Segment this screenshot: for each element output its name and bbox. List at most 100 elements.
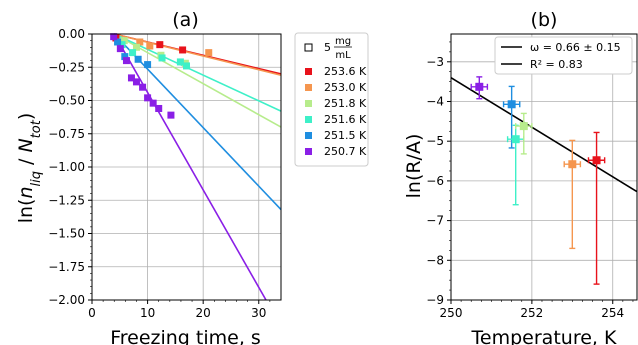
- legend-r2-label: R² = 0.83: [530, 58, 583, 71]
- fit-line-2507: [113, 33, 267, 301]
- panel-b-y-tick-label: −6: [426, 174, 444, 188]
- legend-label-2515: 251.5 K: [324, 129, 367, 142]
- panel-b-legend: ω = 0.66 ± 0.15 R² = 0.83: [494, 36, 633, 75]
- panel-a-x-tick-label: 10: [140, 306, 155, 320]
- legend-header-unit-denominator: mL: [335, 50, 351, 61]
- panel-a-x-tick-label: 0: [88, 306, 96, 320]
- legend-label-2516: 251.6 K: [324, 113, 367, 126]
- panel-a-y-tick-label: −0.50: [48, 94, 85, 108]
- y-label-part: tot: [29, 119, 44, 138]
- y-label-part: liq: [29, 171, 44, 186]
- panel-a-y-tick-label: −0.75: [48, 127, 85, 141]
- panel-a-y-tick-label: 0.00: [58, 27, 85, 41]
- panel-a-ticks: 0 10 20 30 0.00 −0.25 −0.50 −0.75 −1.00 −1.25 −1.5…: [48, 27, 271, 320]
- panel-b-ticks: 250 252 254 −3 −4 −5 −6 −7 −8 −9: [426, 41, 634, 320]
- data-point-2536: [156, 41, 164, 49]
- panel-b-y-tick-label: −7: [426, 214, 444, 228]
- data-point-2507: [139, 83, 147, 91]
- data-point-2516: [176, 58, 184, 66]
- data-point-2507: [116, 45, 124, 53]
- fit-line-2518: [113, 33, 282, 128]
- data-point-2518: [120, 37, 128, 45]
- panel-b: 250 252 254 −3 −4 −5 −6 −7 −8 −9 (b) Temperature,…: [403, 9, 638, 345]
- panel-a-y-tick-label: −1.00: [48, 160, 85, 174]
- panel-b-y-tick-label: −3: [426, 55, 444, 69]
- panel-a-x-tick-label: 20: [196, 306, 211, 320]
- data-point-5: [592, 156, 601, 165]
- panel-b-y-axis-label: ln(R/A): [403, 134, 425, 199]
- data-point-2507: [149, 99, 157, 107]
- fit-line-2515: [113, 33, 282, 211]
- data-point-2: [511, 135, 520, 144]
- data-point-2536: [179, 46, 187, 54]
- legend-omega-label: ω = 0.66 ± 0.15: [530, 41, 621, 54]
- panel-a-legend-entries: 253.6 K 253.0 K 251.8 K 251.6 K 251.5 K 250.7…: [305, 65, 367, 158]
- data-point-2516: [118, 41, 126, 49]
- regression-line: [450, 76, 638, 193]
- panel-b-legend-box: [494, 36, 633, 75]
- panel-a-title: (a): [172, 9, 198, 31]
- legend-header-unit-numerator: mg: [335, 36, 351, 47]
- panel-a: 0 10 20 30 0.00 −0.25 −0.50 −0.75 −1.00 −1.25 −1.5…: [15, 9, 282, 345]
- data-point-2507: [127, 74, 135, 82]
- panel-b-frame: [450, 33, 638, 301]
- panel-b-x-tick-label: 250: [440, 306, 463, 320]
- data-point-2515: [144, 61, 152, 69]
- panel-a-y-tick-label: −2.00: [48, 293, 85, 307]
- panel-a-y-axis-label: ln(nliq / Ntot): [15, 113, 44, 224]
- data-point-2507: [155, 104, 163, 112]
- panel-b-y-tick-label: −5: [426, 134, 444, 148]
- panel-a-y-tick-label: −1.75: [48, 260, 85, 274]
- data-point-3: [519, 122, 528, 131]
- panel-a-y-tick-label: −0.25: [48, 60, 85, 74]
- data-point-2516: [129, 49, 137, 57]
- fit-line-2516: [113, 33, 282, 112]
- legend-marker-2507: [305, 148, 312, 155]
- panel-a-x-tick-label: 30: [251, 306, 266, 320]
- legend-label-2536: 253.6 K: [324, 65, 367, 78]
- data-point-2530: [136, 38, 144, 46]
- legend-marker-2530: [305, 84, 312, 91]
- panel-b-x-tick-label: 254: [601, 306, 624, 320]
- legend-header-number: 5: [324, 41, 331, 54]
- panel-b-y-tick-label: −8: [426, 253, 444, 267]
- data-point-2507: [132, 78, 140, 86]
- y-label-part: ln(: [15, 199, 37, 224]
- legend-label-2518: 251.8 K: [324, 97, 367, 110]
- panel-a-points: [110, 33, 213, 119]
- y-label-part: /: [15, 153, 37, 171]
- panel-a-x-axis-label: Freezing time, s: [110, 327, 261, 345]
- data-point-0: [475, 82, 484, 91]
- data-point-4: [568, 160, 577, 169]
- panel-b-title: (b): [531, 9, 558, 31]
- panel-b-fit-line: [450, 76, 638, 193]
- legend-marker-2515: [305, 132, 312, 139]
- data-point-2507: [167, 111, 175, 119]
- panel-a-legend-box: [294, 32, 369, 167]
- data-point-2515: [114, 38, 122, 46]
- panel-a-y-tick-label: −1.50: [48, 227, 85, 241]
- data-point-2516: [158, 54, 166, 62]
- data-point-2507: [122, 57, 130, 65]
- data-point-2515: [121, 53, 129, 61]
- data-point-2507: [144, 94, 152, 102]
- legend-marker-2518: [305, 100, 312, 107]
- legend-marker-2516: [305, 116, 312, 123]
- panel-b-x-tick-label: 252: [520, 306, 543, 320]
- data-point-2518: [132, 43, 140, 51]
- y-label-part: ): [15, 113, 37, 120]
- panel-a-legend: 5 mg mL 253.6 K 253.0 K 251.8 K 251.6 K 251.…: [294, 32, 369, 167]
- data-point-1: [507, 100, 516, 109]
- data-point-2516: [183, 62, 190, 70]
- panel-b-y-tick-label: −4: [426, 94, 444, 108]
- data-point-2530: [146, 42, 154, 50]
- panel-a-y-tick-label: −1.25: [48, 193, 85, 207]
- panel-b-points: [470, 76, 606, 285]
- data-point-2515: [134, 55, 142, 63]
- y-label-part: n: [15, 186, 37, 198]
- panel-b-y-tick-label: −9: [426, 293, 444, 307]
- legend-marker-2536: [305, 68, 312, 75]
- legend-label-2530: 253.0 K: [324, 81, 367, 94]
- data-point-2507: [110, 33, 118, 41]
